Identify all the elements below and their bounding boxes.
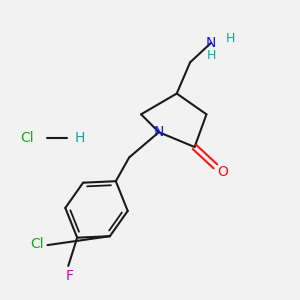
Text: H: H: [207, 49, 216, 62]
Text: H: H: [226, 32, 235, 45]
Text: F: F: [66, 269, 74, 284]
Text: Cl: Cl: [20, 131, 34, 145]
Text: O: O: [218, 165, 228, 179]
Text: Cl: Cl: [30, 237, 44, 250]
Text: N: N: [154, 124, 164, 139]
Text: H: H: [74, 131, 85, 145]
Text: N: N: [206, 36, 216, 50]
